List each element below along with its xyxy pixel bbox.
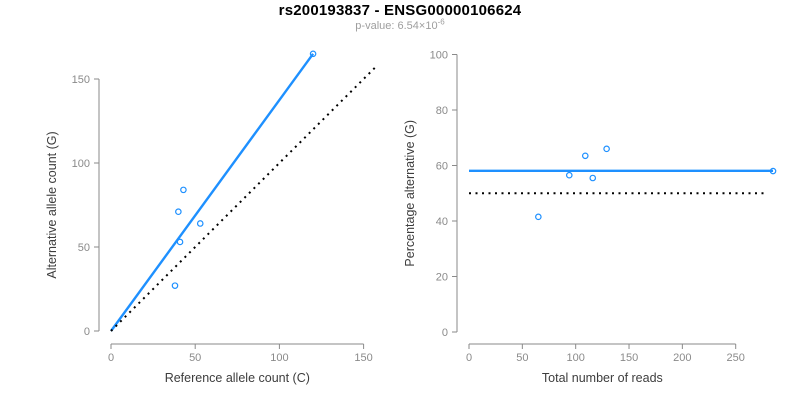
figure-header: rs200193837 - ENSG00000106624 p-value: 6… bbox=[0, 2, 800, 32]
x-tick-label: 150 bbox=[620, 352, 638, 364]
y-axis-title: Percentage alternative (G) bbox=[403, 120, 417, 267]
data-point bbox=[176, 238, 184, 246]
y-tick-label: 20 bbox=[436, 272, 448, 284]
y-tick-label: 100 bbox=[72, 158, 90, 170]
y-tick-label: 100 bbox=[430, 50, 448, 62]
x-tick-label: 250 bbox=[727, 352, 745, 364]
y-tick-label: 0 bbox=[84, 326, 90, 338]
figure-title: rs200193837 - ENSG00000106624 bbox=[278, 2, 522, 19]
data-point bbox=[769, 167, 777, 175]
x-tick-label: 50 bbox=[189, 352, 201, 364]
y-tick-label: 50 bbox=[78, 242, 90, 254]
y-tick-label: 80 bbox=[436, 105, 448, 117]
data-point bbox=[180, 186, 187, 194]
data-point bbox=[175, 208, 182, 216]
identity-line bbox=[110, 64, 378, 332]
data-point bbox=[565, 171, 573, 179]
x-axis-title: Total number of reads bbox=[542, 371, 663, 385]
data-point bbox=[589, 174, 597, 182]
p-value-subtitle: p-value: 6.54×10-6 bbox=[0, 17, 800, 32]
x-tick-label: 50 bbox=[516, 352, 528, 364]
y-tick-label: 150 bbox=[72, 74, 90, 86]
x-tick-label: 100 bbox=[270, 352, 288, 364]
data-point bbox=[171, 282, 179, 289]
x-tick-label: 200 bbox=[673, 352, 691, 364]
fit-line bbox=[110, 53, 315, 332]
data-point bbox=[309, 50, 317, 58]
data-point bbox=[581, 152, 589, 160]
data-point bbox=[196, 220, 204, 227]
data-point bbox=[535, 213, 542, 221]
data-point bbox=[603, 145, 610, 153]
x-tick-label: 0 bbox=[108, 352, 114, 364]
x-tick-label: 0 bbox=[466, 352, 472, 364]
y-tick-label: 40 bbox=[436, 216, 448, 228]
y-tick-label: 0 bbox=[442, 327, 448, 339]
x-tick-label: 100 bbox=[567, 352, 585, 364]
p-value-text: p-value: 6.54×10 bbox=[355, 20, 438, 32]
y-tick-label: 60 bbox=[436, 161, 448, 173]
y-axis-title: Alternative allele count (G) bbox=[45, 131, 59, 278]
x-axis-title: Reference allele count (C) bbox=[165, 371, 310, 385]
x-tick-label: 150 bbox=[354, 352, 372, 364]
p-value-exponent: -6 bbox=[437, 17, 445, 27]
